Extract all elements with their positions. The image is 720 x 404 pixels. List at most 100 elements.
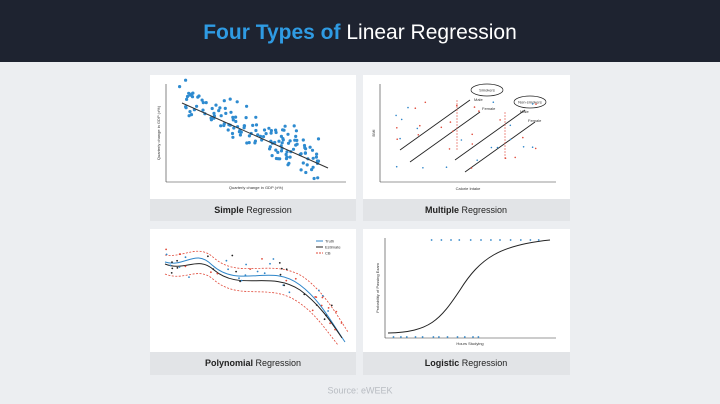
point — [456, 336, 459, 338]
point — [414, 336, 417, 338]
caption: Simple Regression — [214, 205, 292, 215]
point — [395, 114, 397, 117]
point — [321, 294, 324, 297]
caption: Multiple Regression — [425, 205, 507, 215]
caption-band — [363, 352, 570, 375]
point — [288, 155, 292, 159]
point — [504, 157, 507, 159]
point — [176, 267, 179, 269]
point — [450, 239, 452, 241]
polynomial-illustration: Truth Estimate CB — [164, 239, 349, 346]
caption-bold: Logistic — [425, 358, 460, 368]
point — [469, 239, 472, 241]
point — [176, 259, 179, 262]
caption-bold: Simple — [214, 205, 244, 215]
point — [323, 318, 326, 321]
caption-band — [150, 199, 356, 221]
cb-curve — [164, 273, 339, 346]
point — [286, 132, 290, 136]
point — [263, 272, 266, 275]
point — [476, 159, 479, 161]
point — [421, 336, 424, 338]
caption: Logistic Regression — [425, 358, 508, 368]
point — [335, 310, 338, 313]
x-label: Hours Studying — [456, 341, 483, 346]
point — [184, 105, 188, 109]
point — [303, 151, 307, 155]
point — [432, 336, 435, 338]
point — [294, 277, 297, 280]
y-label: Probability of Passing Exam — [375, 262, 380, 312]
point — [280, 141, 284, 145]
point — [301, 161, 305, 165]
point — [291, 147, 296, 151]
point — [311, 309, 314, 312]
point — [303, 146, 307, 150]
y-label: Quarterly change in GDP (±%) — [156, 105, 161, 160]
point — [189, 113, 194, 117]
point — [276, 157, 280, 161]
point — [283, 284, 286, 287]
point — [184, 265, 187, 268]
point — [287, 161, 291, 165]
point — [187, 91, 191, 95]
point — [171, 267, 174, 270]
point — [170, 272, 173, 274]
point — [225, 259, 228, 262]
subgroup-label: Female — [528, 118, 542, 123]
point — [311, 156, 315, 160]
point — [278, 262, 281, 264]
y-label: BMI — [371, 129, 376, 136]
point — [285, 150, 289, 154]
point — [519, 239, 522, 241]
point — [458, 239, 461, 241]
point — [264, 132, 268, 136]
point — [279, 149, 284, 153]
caption-bold: Polynomial — [205, 358, 253, 368]
point — [509, 239, 512, 241]
point — [514, 156, 516, 159]
point — [496, 146, 499, 149]
point — [316, 137, 321, 141]
point — [165, 253, 168, 256]
point — [261, 258, 263, 260]
point — [232, 126, 236, 130]
point — [222, 99, 226, 103]
point — [219, 114, 223, 118]
point — [195, 104, 199, 108]
x-label: Quarterly change in GDP (±%) — [229, 185, 284, 190]
point — [169, 264, 172, 267]
point — [185, 94, 190, 99]
point — [197, 94, 201, 98]
point — [327, 310, 329, 312]
legend-label: Truth — [325, 239, 334, 244]
point — [249, 268, 252, 270]
group-oval — [513, 95, 547, 109]
fit-line — [454, 109, 526, 161]
caption: Polynomial Regression — [205, 358, 301, 368]
point — [270, 154, 274, 158]
fit-line — [409, 111, 481, 163]
point — [212, 111, 216, 115]
legend-label: Estimate — [325, 245, 341, 250]
point — [279, 134, 283, 138]
point — [329, 322, 331, 325]
point — [531, 146, 534, 148]
caption-rest: Regression — [462, 358, 508, 368]
point — [277, 139, 281, 143]
point — [267, 126, 271, 130]
point — [314, 155, 318, 159]
point — [422, 167, 424, 169]
point — [284, 152, 288, 157]
point — [178, 266, 181, 268]
point — [417, 134, 420, 136]
point — [245, 263, 248, 266]
point — [190, 92, 194, 96]
point — [471, 133, 474, 136]
sigmoid-curve — [387, 239, 551, 334]
point — [312, 176, 316, 181]
point — [165, 248, 168, 251]
point — [256, 133, 260, 137]
point — [316, 176, 320, 180]
point — [440, 126, 443, 129]
